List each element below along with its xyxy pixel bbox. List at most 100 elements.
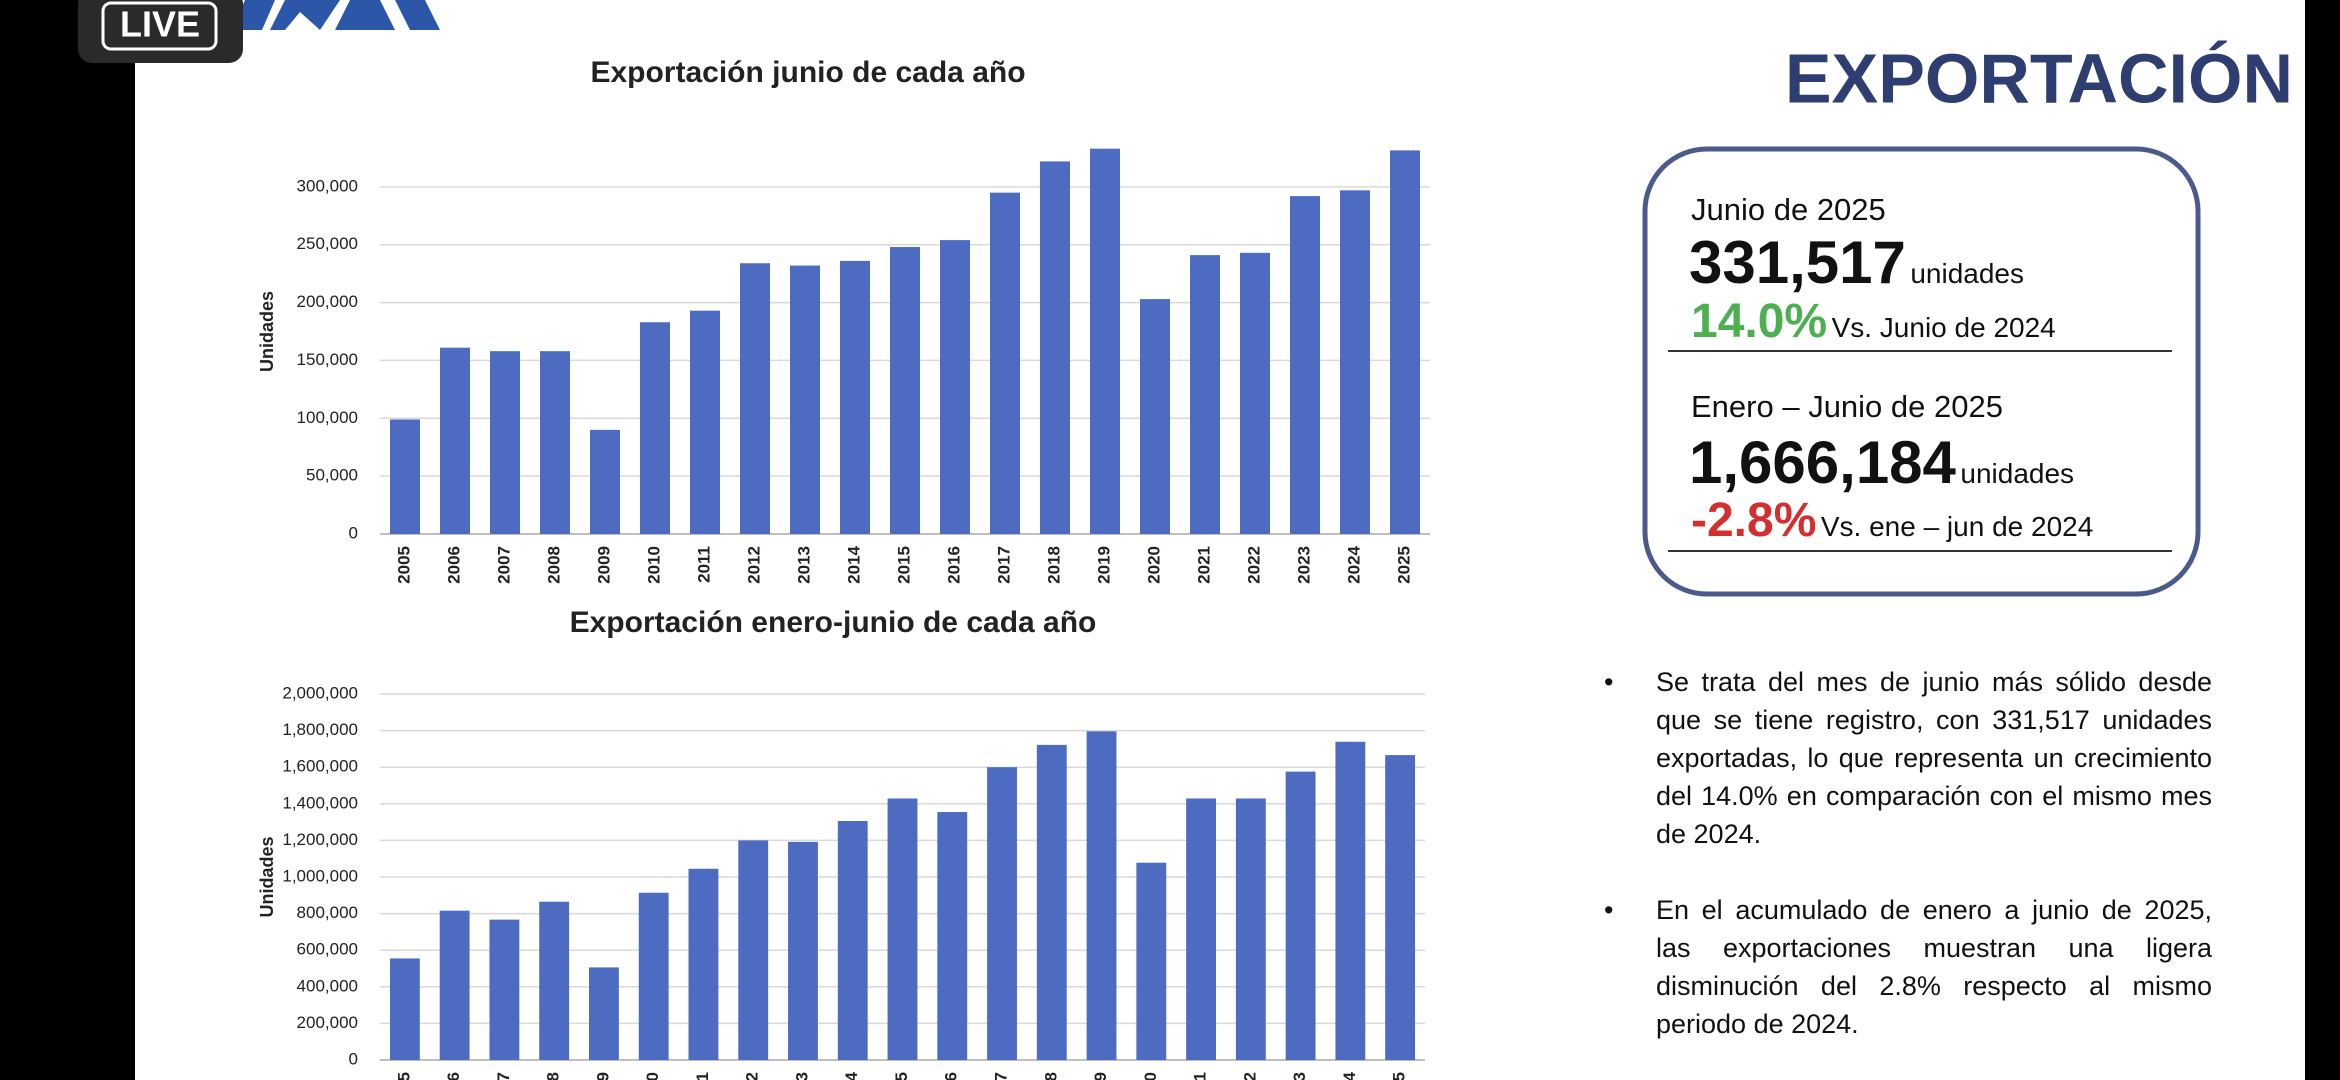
x-tick-label: 2023 bbox=[1290, 1072, 1309, 1080]
live-badge-frame bbox=[101, 1, 218, 51]
summary-line: 1,666,184 unidades bbox=[1689, 428, 2074, 497]
x-tick-label: 2013 bbox=[792, 1072, 811, 1080]
x-tick-label: 2018 bbox=[1044, 546, 1063, 584]
bar bbox=[439, 910, 470, 1060]
x-tick-label: 2022 bbox=[1244, 546, 1263, 584]
summary-change: -2.8% bbox=[1691, 494, 1817, 547]
bar bbox=[1136, 862, 1167, 1060]
x-tick-label: 2022 bbox=[1240, 1072, 1259, 1080]
bar bbox=[738, 840, 769, 1060]
summary-line: 14.0% Vs. Junio de 2024 bbox=[1691, 294, 2056, 349]
bar bbox=[940, 240, 970, 535]
bar bbox=[390, 419, 420, 534]
bar bbox=[1390, 150, 1420, 535]
y-tick-label: 1,000,000 bbox=[282, 866, 358, 885]
x-tick-label: 2020 bbox=[1141, 1072, 1160, 1080]
x-tick-label: 2008 bbox=[544, 546, 563, 584]
chart-title: Exportación junio de cada año bbox=[590, 56, 1025, 89]
y-tick-label: 50,000 bbox=[306, 466, 358, 485]
x-tick-label: 2019 bbox=[1094, 546, 1113, 584]
x-tick-label: 2024 bbox=[1344, 545, 1363, 583]
bar bbox=[1240, 252, 1270, 535]
bar bbox=[1235, 798, 1266, 1060]
x-tick-label: 2016 bbox=[942, 1072, 961, 1080]
x-tick-label: 2005 bbox=[394, 546, 413, 584]
bar bbox=[1290, 196, 1320, 534]
x-tick-label: 2019 bbox=[1091, 1072, 1110, 1080]
bar bbox=[489, 919, 520, 1060]
bar bbox=[987, 767, 1017, 1060]
bullet-text: En el acumulado de enero a junio de 2025… bbox=[1656, 895, 2212, 1039]
bullet-text: Se trata del mes de junio más sólido des… bbox=[1656, 667, 2212, 849]
y-tick-label: 250,000 bbox=[297, 234, 358, 253]
x-tick-label: 2009 bbox=[593, 1072, 612, 1080]
y-tick-label: 100,000 bbox=[297, 408, 358, 427]
live-text: LIVE bbox=[120, 4, 200, 45]
bar bbox=[790, 265, 820, 534]
bar bbox=[890, 247, 920, 534]
y-tick-label: 0 bbox=[349, 523, 358, 542]
bar bbox=[1285, 771, 1316, 1060]
bar bbox=[1140, 299, 1170, 534]
bar bbox=[740, 263, 770, 534]
x-tick-label: 2005 bbox=[394, 1072, 413, 1080]
bar bbox=[1186, 798, 1216, 1060]
bar bbox=[1086, 731, 1117, 1060]
x-tick-label: 2021 bbox=[1194, 546, 1213, 584]
x-tick-label: 2017 bbox=[994, 546, 1013, 584]
x-tick-label: 2008 bbox=[544, 1072, 563, 1080]
bar bbox=[688, 868, 719, 1060]
bar bbox=[837, 821, 868, 1060]
y-tick-label: 1,600,000 bbox=[282, 757, 358, 776]
bar bbox=[539, 901, 570, 1060]
y-tick-label: 2,000,000 bbox=[282, 683, 358, 702]
summary-unit: unidades bbox=[1960, 458, 2075, 489]
summary-period: Junio de 2025 bbox=[1691, 192, 1886, 227]
y-tick-label: 300,000 bbox=[297, 176, 358, 195]
y-tick-label: 1,200,000 bbox=[282, 830, 358, 849]
logo bbox=[270, 0, 340, 30]
x-tick-label: 2007 bbox=[494, 546, 513, 584]
summary-period: Enero – Junio de 2025 bbox=[1691, 389, 2003, 424]
summary-unit: unidades bbox=[1910, 258, 2024, 289]
summary-box bbox=[1642, 146, 2201, 597]
bar bbox=[1036, 744, 1067, 1060]
bar bbox=[690, 310, 720, 534]
x-tick-label: 2010 bbox=[644, 546, 663, 584]
bar bbox=[1340, 190, 1370, 535]
bar bbox=[1190, 255, 1220, 534]
bar bbox=[990, 192, 1020, 534]
y-tick-label: 800,000 bbox=[297, 903, 358, 922]
bar bbox=[540, 351, 570, 534]
bar bbox=[840, 260, 870, 534]
y-tick-label: 600,000 bbox=[297, 940, 358, 959]
bar bbox=[1335, 741, 1366, 1060]
x-tick-label: 2023 bbox=[1294, 546, 1313, 584]
x-tick-label: 2015 bbox=[892, 1072, 911, 1080]
bar bbox=[490, 351, 520, 534]
y-tick-label: 200,000 bbox=[297, 292, 358, 311]
x-tick-label: 2012 bbox=[743, 1072, 762, 1080]
summary-change: 14.0% bbox=[1691, 295, 1828, 348]
bar bbox=[590, 429, 620, 534]
x-tick-label: 2013 bbox=[794, 546, 813, 584]
x-tick-label: 2015 bbox=[894, 546, 913, 584]
bar bbox=[937, 812, 968, 1060]
bar bbox=[389, 958, 420, 1060]
x-tick-label: 2012 bbox=[744, 546, 763, 584]
bullet-dot: • bbox=[1604, 667, 1614, 697]
x-tick-label: 2011 bbox=[693, 1072, 712, 1080]
summary-comparison: Vs. Junio de 2024 bbox=[1831, 312, 2056, 343]
x-tick-label: 2016 bbox=[944, 546, 963, 584]
x-tick-label: 2024 bbox=[1340, 1071, 1359, 1080]
x-tick-label: 2014 bbox=[842, 1071, 861, 1080]
y-axis-label: Unidades bbox=[257, 291, 277, 372]
y-tick-label: 0 bbox=[349, 1049, 358, 1068]
x-tick-label: 2006 bbox=[444, 1072, 463, 1080]
summary-comparison: Vs. ene – jun de 2024 bbox=[1820, 511, 2094, 542]
x-tick-label: 2006 bbox=[444, 546, 463, 584]
bullet-dot: • bbox=[1604, 895, 1614, 925]
bar bbox=[589, 967, 619, 1060]
